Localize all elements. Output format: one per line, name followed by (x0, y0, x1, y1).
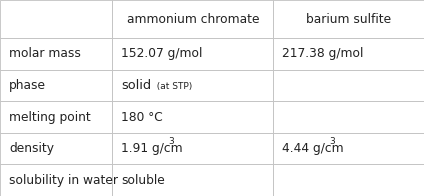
Bar (0, 70, 112, 101)
Text: 152.07 g/mol: 152.07 g/mol (121, 47, 203, 60)
Text: 217.38 g/mol: 217.38 g/mol (282, 47, 364, 60)
Text: barium sulfite: barium sulfite (306, 13, 391, 25)
Text: ammonium chromate: ammonium chromate (127, 13, 259, 25)
Text: 1.91 g/cm: 1.91 g/cm (121, 142, 183, 155)
Bar (112, 101, 273, 133)
Bar (273, 0, 424, 38)
Text: solubility in water: solubility in water (9, 174, 118, 187)
Text: molar mass: molar mass (9, 47, 81, 60)
Text: 4.44 g/cm: 4.44 g/cm (282, 142, 344, 155)
Text: 3: 3 (168, 137, 174, 146)
Bar (0, 101, 112, 133)
Text: melting point: melting point (9, 111, 91, 123)
Bar (273, 101, 424, 133)
Bar (112, 70, 273, 101)
Text: phase: phase (9, 79, 46, 92)
Bar (273, 38, 424, 70)
Bar (112, 38, 273, 70)
Bar (112, 133, 273, 164)
Bar (112, 0, 273, 38)
Text: density: density (9, 142, 54, 155)
Bar (273, 70, 424, 101)
Bar (0, 164, 112, 196)
Text: 180 °C: 180 °C (121, 111, 163, 123)
Text: (at STP): (at STP) (151, 82, 192, 91)
Bar (273, 164, 424, 196)
Text: soluble: soluble (121, 174, 165, 187)
Bar (0, 133, 112, 164)
Text: 3: 3 (329, 137, 335, 146)
Bar (273, 133, 424, 164)
Bar (0, 0, 112, 38)
Bar (0, 38, 112, 70)
Text: solid: solid (121, 79, 151, 92)
Bar (112, 164, 273, 196)
